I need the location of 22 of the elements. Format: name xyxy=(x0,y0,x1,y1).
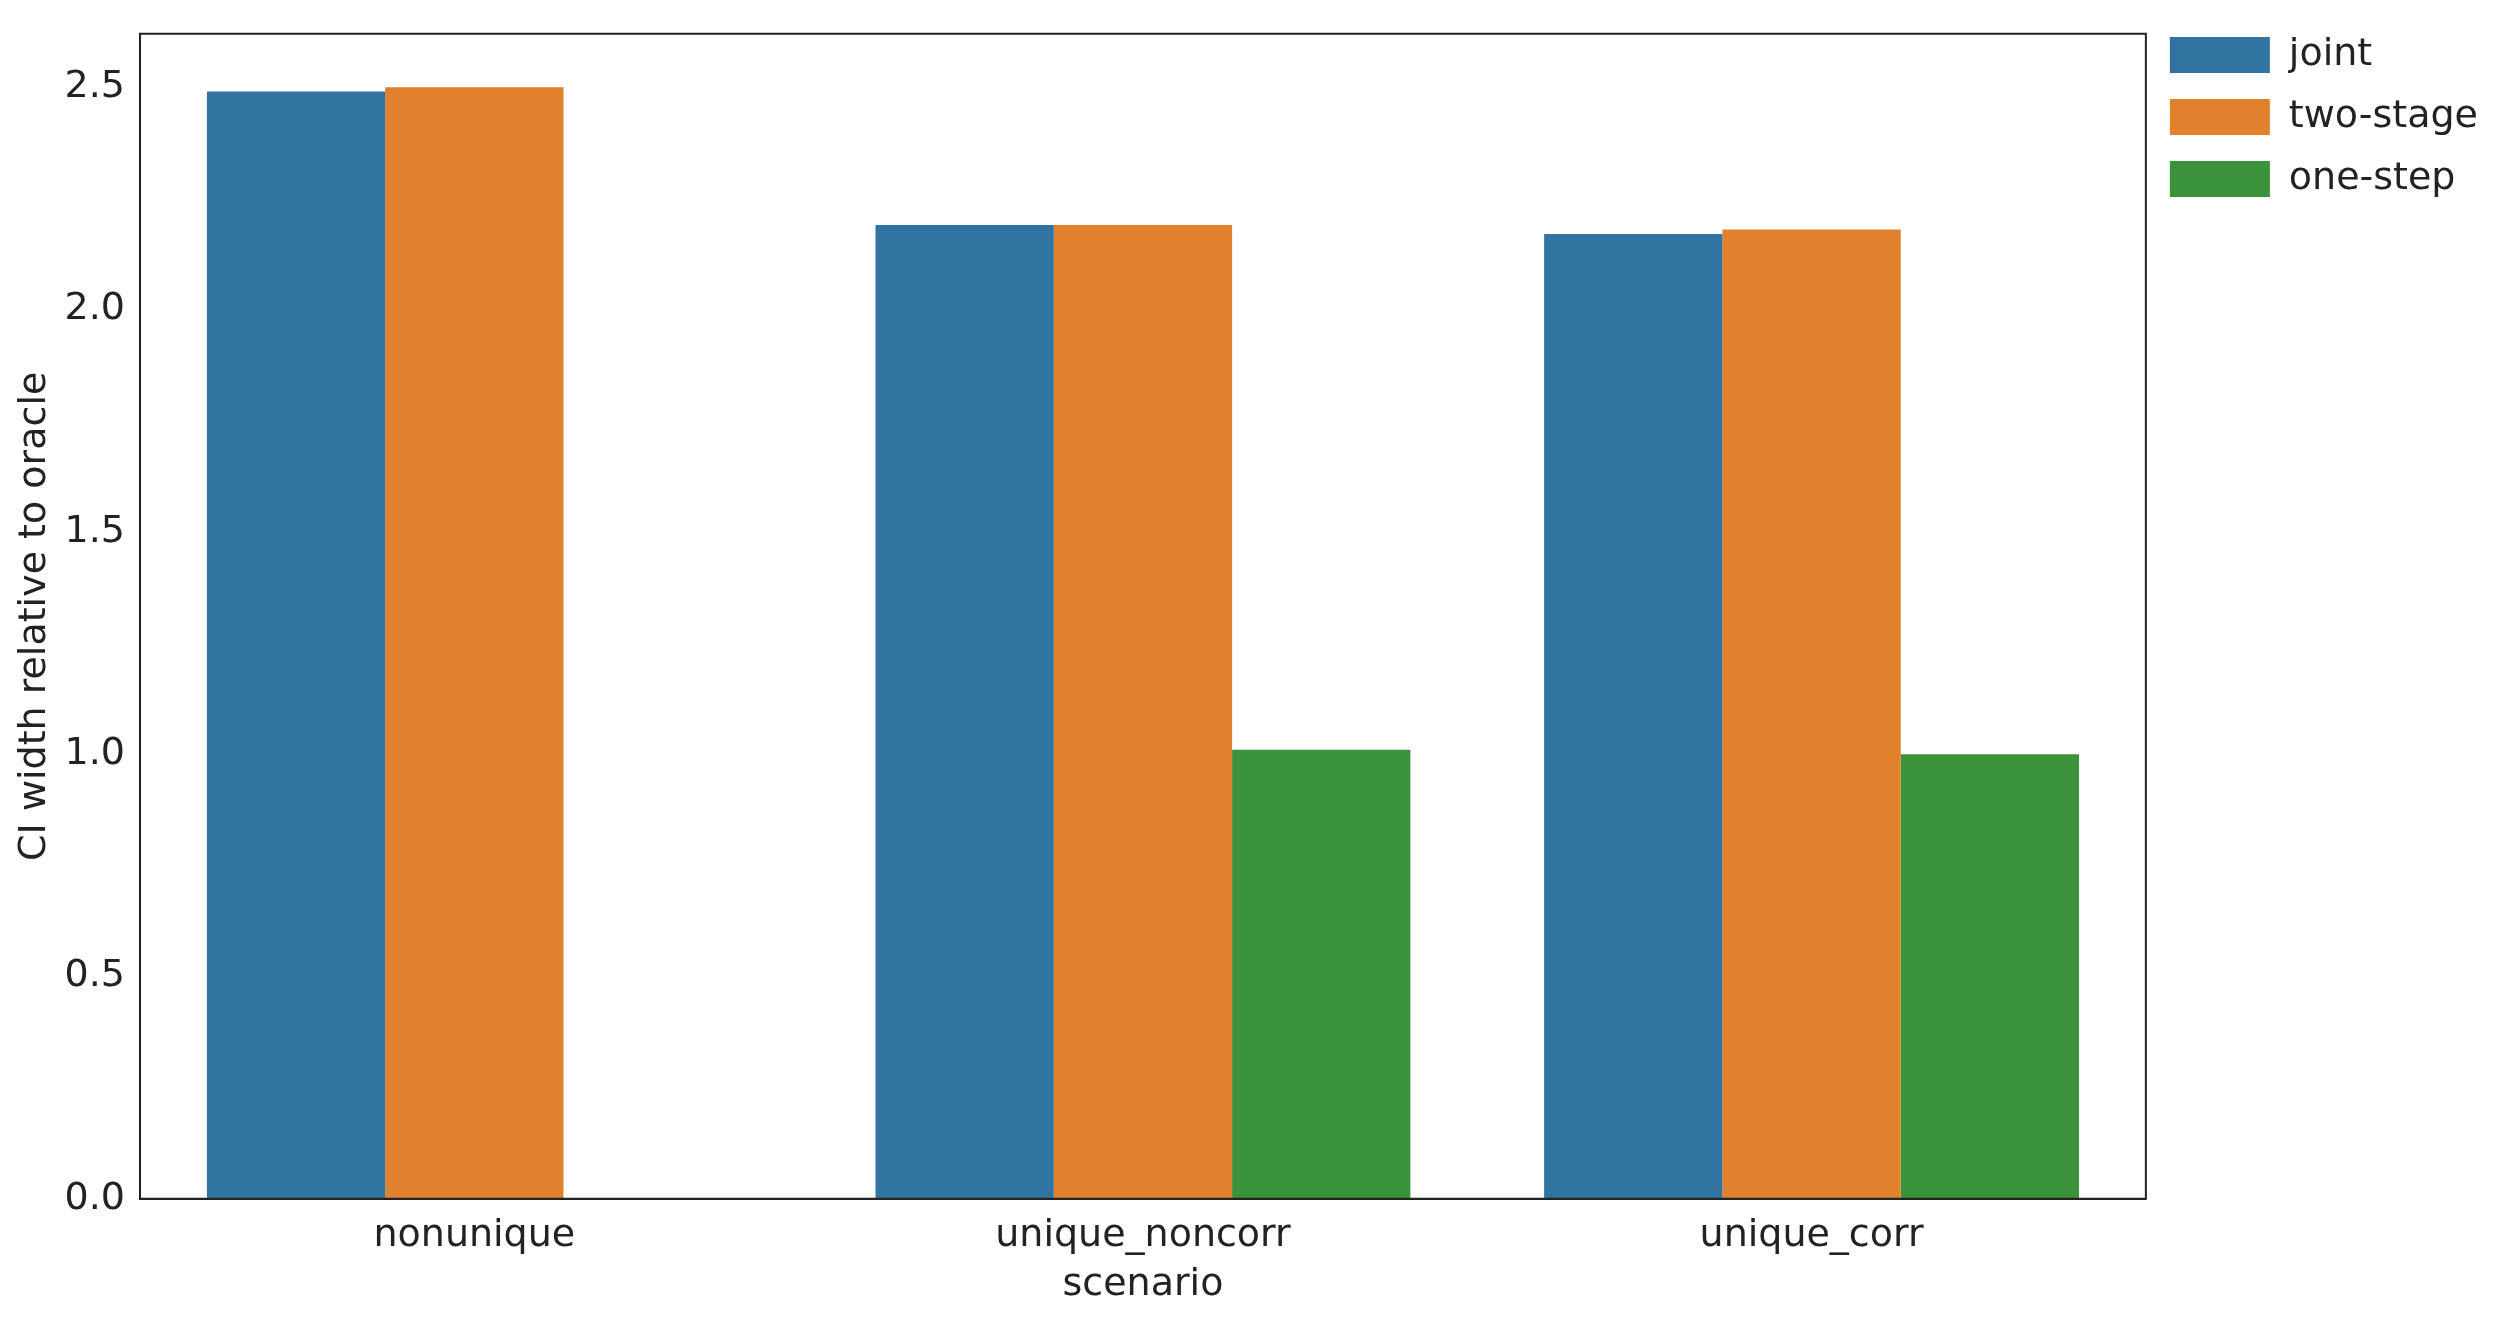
bar xyxy=(1232,749,1411,1199)
bar xyxy=(1544,233,1723,1199)
bar xyxy=(875,225,1054,1199)
bar xyxy=(385,87,564,1199)
legend-label: one-step xyxy=(2288,153,2456,198)
y-tick-label: 1.5 xyxy=(64,506,126,551)
y-tick-label: 2.0 xyxy=(64,284,126,329)
x-axis-title: scenario xyxy=(1062,1260,1224,1305)
y-tick-label: 0.5 xyxy=(64,951,126,996)
x-tick-label: unique_corr xyxy=(1699,1211,1924,1256)
bar xyxy=(1053,225,1233,1199)
bar xyxy=(1900,754,2080,1199)
bar xyxy=(1722,229,1901,1199)
y-axis-title: CI width relative to oracle xyxy=(9,371,54,861)
legend-label: joint xyxy=(2287,29,2373,74)
bar xyxy=(206,91,386,1199)
x-tick-label: nonunique xyxy=(373,1211,576,1256)
x-tick-label: unique_noncorr xyxy=(995,1211,1292,1256)
y-tick-label: 2.5 xyxy=(64,62,126,107)
y-tick-label: 0.0 xyxy=(64,1173,126,1218)
legend-label: two-stage xyxy=(2288,91,2479,136)
y-tick-label: 1.0 xyxy=(64,729,126,774)
